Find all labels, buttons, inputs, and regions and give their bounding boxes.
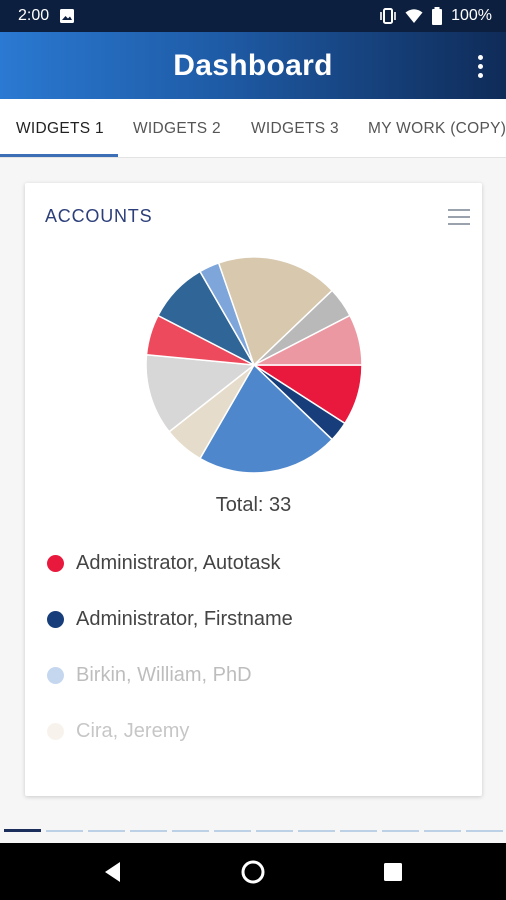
recents-icon[interactable]	[378, 857, 408, 887]
battery-icon	[432, 7, 443, 25]
active-tab-indicator	[0, 154, 118, 157]
widget-title: ACCOUNTS	[45, 206, 153, 226]
page-indicator	[0, 828, 506, 834]
page-indicator-segment[interactable]	[46, 830, 83, 832]
app-bar: Dashboard	[0, 32, 506, 99]
home-icon[interactable]	[238, 857, 268, 887]
status-time: 2:00	[18, 7, 50, 24]
legend-label: Administrator, Autotask	[76, 552, 281, 574]
status-bar: 2:00 100%	[0, 0, 506, 32]
overflow-menu-icon[interactable]	[468, 50, 492, 82]
legend-label: Cira, Jeremy	[76, 720, 190, 742]
page-indicator-segment[interactable]	[466, 830, 503, 832]
page-indicator-segment[interactable]	[172, 830, 209, 832]
page-indicator-segment[interactable]	[424, 830, 461, 832]
page-indicator-segment[interactable]	[214, 830, 251, 832]
legend-item[interactable]: Administrator, Firstname	[47, 605, 467, 661]
legend-label: Birkin, William, PhD	[76, 664, 252, 686]
accounts-widget-card: ACCOUNTS Total: 33 Administrator, Autota…	[25, 183, 482, 796]
tab-widgets-3[interactable]: WIDGETS 3	[251, 120, 339, 137]
chart-legend: Administrator, Autotask Administrator, F…	[47, 549, 467, 773]
tab-my-work-copy[interactable]: MY WORK (COPY)	[368, 120, 506, 137]
tab-widgets-1[interactable]: WIDGETS 1	[16, 120, 104, 137]
tab-bar: WIDGETS 1 WIDGETS 2 WIDGETS 3 MY WORK (C…	[0, 99, 506, 158]
image-notification-icon	[60, 9, 75, 23]
page-indicator-segment[interactable]	[88, 830, 125, 832]
vibrate-icon	[380, 8, 396, 24]
legend-label: Administrator, Firstname	[76, 608, 293, 630]
legend-item[interactable]: Cira, Jeremy	[47, 717, 467, 773]
legend-color-dot	[47, 667, 64, 684]
battery-percentage: 100%	[451, 7, 492, 24]
accounts-pie-chart	[145, 256, 363, 474]
tab-widgets-2[interactable]: WIDGETS 2	[133, 120, 221, 137]
page-indicator-segment[interactable]	[340, 830, 377, 832]
legend-color-dot	[47, 555, 64, 572]
legend-item[interactable]: Administrator, Autotask	[47, 549, 467, 605]
pie-slice[interactable]	[198, 363, 334, 474]
legend-color-dot	[47, 723, 64, 740]
pie-slice[interactable]	[217, 256, 334, 367]
page-indicator-segment[interactable]	[4, 829, 41, 832]
pie-slice[interactable]	[145, 353, 256, 433]
legend-color-dot	[47, 611, 64, 628]
back-icon[interactable]	[98, 857, 128, 887]
page-indicator-segment[interactable]	[382, 830, 419, 832]
page-indicator-segment[interactable]	[130, 830, 167, 832]
wifi-icon	[405, 9, 423, 23]
page-indicator-segment[interactable]	[256, 830, 293, 832]
total-label: Total: 33	[215, 494, 292, 516]
legend-item[interactable]: Birkin, William, PhD	[47, 661, 467, 717]
widget-menu-icon[interactable]	[448, 209, 470, 225]
system-nav-bar	[0, 843, 506, 900]
page-indicator-segment[interactable]	[298, 830, 335, 832]
page-title: Dashboard	[173, 49, 333, 82]
pie-slice[interactable]	[253, 314, 363, 366]
